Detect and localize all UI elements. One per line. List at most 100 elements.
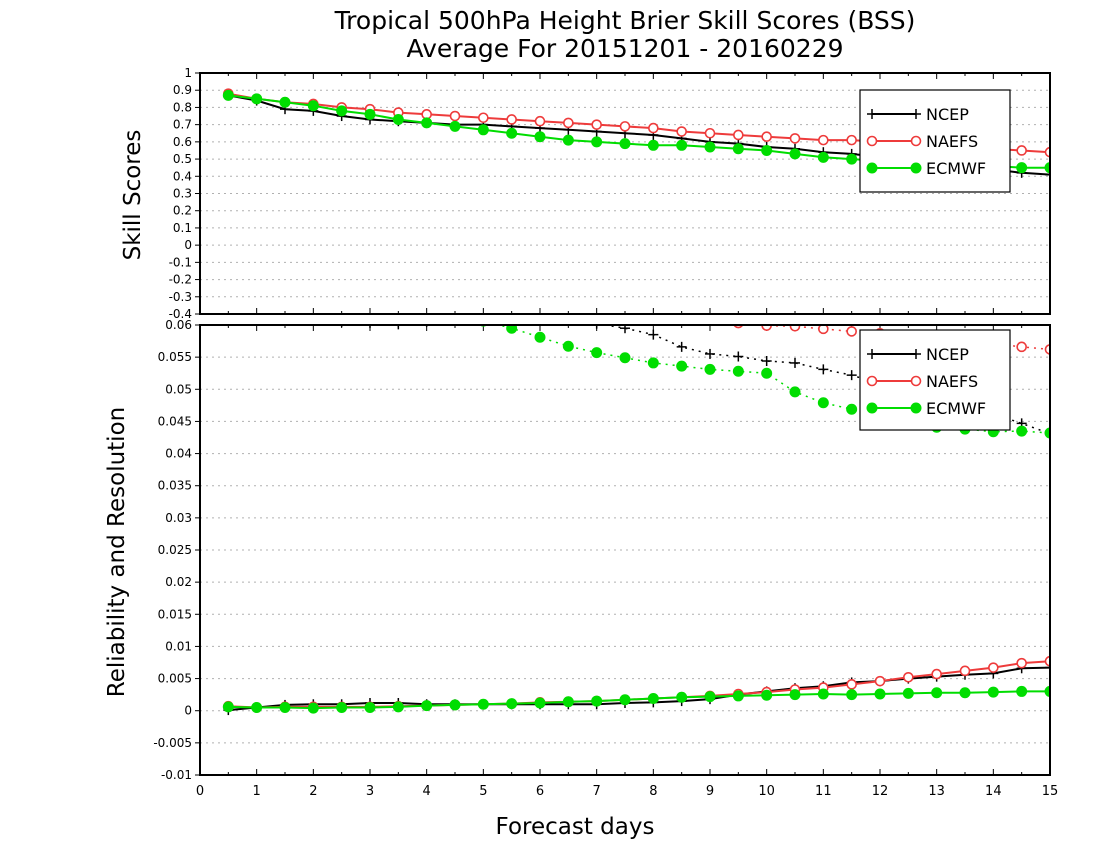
ecmwf-marker bbox=[308, 277, 318, 287]
ecmwf-marker bbox=[364, 108, 376, 120]
ecmwf-marker bbox=[562, 340, 574, 352]
naefs-marker bbox=[910, 375, 922, 387]
plot-frame bbox=[199, 324, 1051, 776]
ecmwf-marker bbox=[676, 691, 688, 703]
ecmwf-marker bbox=[534, 131, 546, 143]
ecmwf-marker bbox=[591, 136, 603, 148]
y-tick-label: 0.005 bbox=[158, 672, 192, 686]
ecmwf-marker bbox=[1016, 425, 1028, 437]
ecmwf-dotted-series-line bbox=[495, 325, 1050, 434]
ecmwf-marker bbox=[619, 352, 631, 364]
ncep-series-line bbox=[228, 666, 1050, 712]
plot-frame bbox=[199, 72, 1051, 315]
y-tick-label: 0 bbox=[184, 238, 192, 252]
ecmwf-marker bbox=[761, 689, 773, 701]
naefs-marker bbox=[704, 127, 716, 139]
x-tick-label: 8 bbox=[649, 784, 657, 799]
ecmwf-marker bbox=[817, 151, 829, 163]
y-tick-label: -0.4 bbox=[169, 307, 192, 321]
ecmwf-marker bbox=[506, 325, 518, 334]
ecmwf-marker bbox=[591, 695, 603, 707]
ecmwf-marker bbox=[987, 686, 999, 698]
naefs-marker bbox=[1044, 146, 1050, 158]
ecmwf-marker bbox=[676, 360, 688, 372]
ecmwf-marker bbox=[846, 689, 858, 701]
ecmwf-marker bbox=[392, 113, 404, 125]
ecmwf-marker bbox=[251, 93, 263, 105]
naefs-marker bbox=[818, 134, 829, 146]
naefs-marker bbox=[224, 287, 233, 296]
ecmwf-marker bbox=[506, 698, 518, 710]
naefs-marker bbox=[592, 294, 601, 303]
legend: NCEP NAEFS ECMWF bbox=[859, 89, 1011, 193]
ecmwf-series-line bbox=[228, 690, 1050, 710]
x-tick-label: 9 bbox=[706, 784, 714, 799]
x-tick-label: 0 bbox=[196, 784, 204, 799]
ecmwf-marker bbox=[846, 153, 858, 165]
y-tick-label: 0.01 bbox=[165, 639, 192, 653]
naefs-marker bbox=[903, 671, 914, 683]
y-tick-label: 0.3 bbox=[173, 187, 192, 201]
ecmwf-marker bbox=[704, 691, 716, 703]
legend-label: NCEP bbox=[926, 105, 969, 124]
x-axis-label: Forecast days bbox=[496, 814, 655, 840]
ecmwf-marker bbox=[392, 701, 404, 713]
ecmwf-marker bbox=[222, 89, 234, 101]
ecmwf-marker bbox=[421, 700, 433, 712]
legend-item-ecmwf: ECMWF bbox=[866, 399, 986, 418]
naefs-marker bbox=[910, 135, 922, 147]
ecmwf-marker bbox=[421, 117, 433, 129]
naefs-marker bbox=[1016, 145, 1027, 156]
x-tick-label: 11 bbox=[815, 784, 832, 799]
ecmwf-marker bbox=[534, 331, 546, 343]
x-tick-label: 15 bbox=[1042, 784, 1059, 799]
ecmwf-marker bbox=[1044, 427, 1050, 439]
ecmwf-marker bbox=[279, 702, 291, 713]
y-tick-label: 0.04 bbox=[165, 447, 192, 461]
legend-label: NCEP bbox=[926, 345, 969, 364]
x-tick-label: 7 bbox=[593, 784, 601, 799]
naefs-marker bbox=[733, 325, 744, 329]
x-tick-label: 13 bbox=[928, 784, 945, 799]
y-tick-label: 0.4 bbox=[173, 169, 192, 183]
ecmwf-marker bbox=[562, 696, 574, 708]
ecmwf-marker bbox=[931, 687, 943, 699]
ecmwf-marker bbox=[789, 689, 801, 701]
y-tick-label: 0.035 bbox=[158, 479, 192, 493]
ecmwf-marker bbox=[704, 363, 716, 375]
ecmwf-marker bbox=[846, 403, 858, 415]
y-tick-label: -0.2 bbox=[169, 273, 192, 287]
y-tick-label: 0.05 bbox=[165, 382, 192, 396]
naefs-marker bbox=[337, 280, 346, 289]
naefs-marker bbox=[846, 679, 857, 690]
ecmwf-marker bbox=[1016, 162, 1028, 174]
naefs-marker bbox=[506, 114, 517, 125]
ecmwf-marker bbox=[789, 386, 801, 398]
x-tick-label: 10 bbox=[758, 784, 775, 799]
naefs-marker bbox=[591, 119, 602, 130]
y-tick-label: 0.03 bbox=[165, 511, 192, 525]
x-tick-label: 14 bbox=[985, 784, 1002, 799]
ecmwf-marker bbox=[251, 702, 263, 713]
x-tick-label: 12 bbox=[872, 784, 889, 799]
ecmwf-marker bbox=[647, 357, 659, 369]
ecmwf-marker bbox=[449, 120, 461, 132]
ecmwf-marker bbox=[336, 702, 348, 713]
y-tick-label: 0.045 bbox=[158, 414, 192, 428]
x-tick-label: 3 bbox=[366, 784, 374, 799]
y-axis-label: Skill Scores bbox=[120, 130, 146, 261]
naefs-marker bbox=[1016, 341, 1027, 353]
ecmwf-marker bbox=[534, 697, 546, 709]
naefs-marker bbox=[931, 668, 942, 680]
ecmwf-marker bbox=[365, 289, 375, 299]
naefs-marker bbox=[619, 121, 631, 132]
naefs-marker bbox=[281, 283, 290, 292]
naefs-marker bbox=[563, 117, 574, 129]
legend-item-naefs: NAEFS bbox=[866, 132, 978, 151]
ecmwf-marker bbox=[506, 127, 518, 139]
naefs-marker bbox=[1044, 344, 1050, 355]
y-tick-label: 0.7 bbox=[173, 118, 192, 132]
ecmwf-marker bbox=[1044, 162, 1050, 174]
ecmwf-marker bbox=[761, 144, 773, 156]
